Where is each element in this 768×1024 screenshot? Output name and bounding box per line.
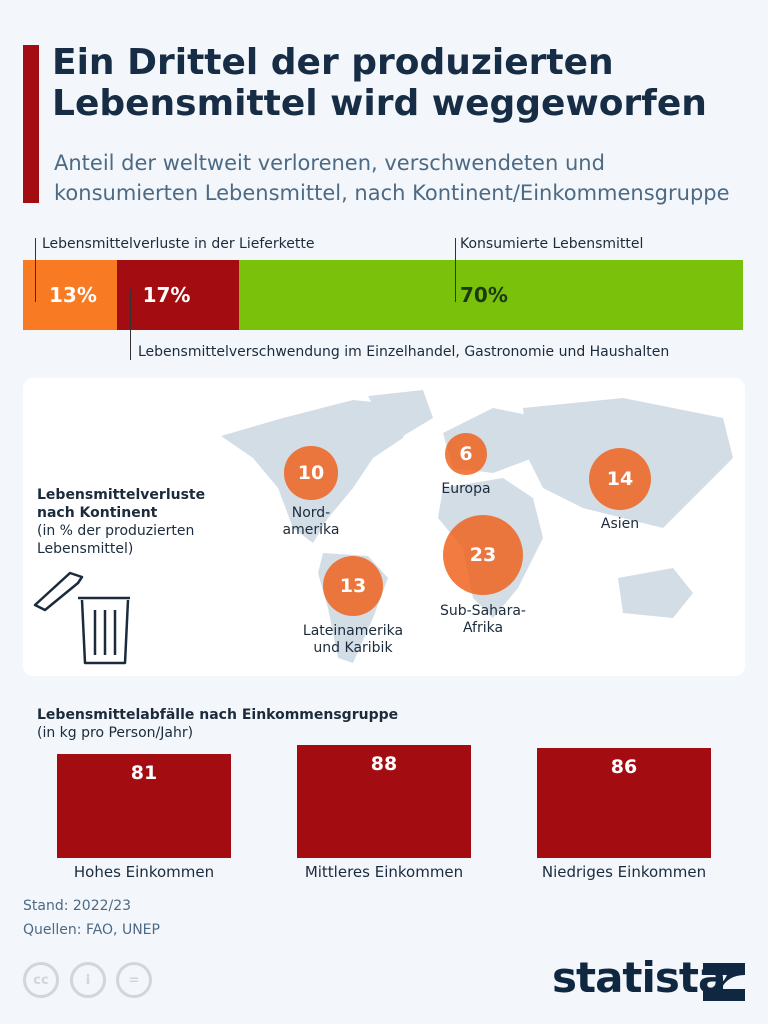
map-greenland (368, 390, 433, 436)
map-subtitle: (in % der produzierten Lebensmittel) (37, 523, 195, 557)
income-section: Lebensmittelabfälle nach Einkommensgrupp… (37, 706, 398, 742)
statista-logo[interactable]: statista (552, 953, 726, 1002)
income-subtitle: (in kg pro Person/Jahr) (37, 725, 194, 741)
bubble-label: Lateinamerika und Karibik (302, 623, 404, 656)
stand-date: Stand: 2022/23 (23, 898, 132, 914)
bubble-label: Sub-Sahara- Afrika (439, 603, 526, 636)
leader-line (35, 238, 36, 302)
bubble-sub-sahara-afrika: 23 (442, 514, 524, 596)
stacked-segment: 13% (23, 260, 117, 330)
income-bar: 88 (297, 745, 471, 858)
title-accent-bar (23, 45, 39, 203)
sources: Quellen: FAO, UNEP (23, 922, 160, 938)
leader-line (455, 238, 456, 302)
bubble-europa: 6 (445, 433, 487, 475)
map-panel (23, 378, 745, 676)
income-bar: 86 (537, 747, 711, 858)
cc-by-icon[interactable]: i (70, 962, 106, 998)
cc-nd-icon[interactable]: = (116, 962, 152, 998)
bubble-label: Europa (441, 481, 491, 497)
cc-icon[interactable]: cc (23, 962, 59, 998)
segment-value-label: 13% (49, 283, 97, 307)
map-title: Lebensmittelverluste nach Kontinent (37, 487, 206, 521)
page-subtitle: Anteil der weltweit verlorenen, verschwe… (54, 151, 730, 205)
bubble-label: Nord- amerika (282, 505, 340, 538)
map-australia (618, 568, 693, 618)
statista-logo-icon (703, 963, 745, 1001)
income-bar-label: Niedriges Einkommen (541, 863, 707, 881)
income-bar-label: Mittleres Einkommen (304, 863, 464, 881)
income-title: Lebensmittelabfälle nach Einkommensgrupp… (37, 707, 399, 723)
bubble-nordamerika: 10 (284, 446, 338, 500)
income-bar-value: 86 (610, 755, 638, 778)
label-supply-chain-loss: Lebensmittelverluste in der Lieferkette (42, 236, 315, 252)
bubble-lateinamerika: 13 (322, 555, 384, 617)
leader-line (130, 290, 131, 360)
segment-value-label: 70% (460, 283, 508, 307)
income-bar-value: 88 (370, 753, 398, 775)
income-bar: 81 (57, 753, 231, 858)
stacked-segment: 17% (116, 260, 239, 330)
page-title: Ein Drittel der produzierten Lebensmitte… (52, 42, 707, 124)
bubble-label: Asien (600, 516, 640, 532)
label-waste: Lebensmittelverschwendung im Einzelhande… (138, 344, 670, 360)
map-legend: Lebensmittelverluste nach Kontinent (in … (37, 486, 237, 558)
income-bar-value: 81 (130, 761, 158, 784)
label-consumed: Konsumierte Lebensmittel (460, 236, 644, 252)
segment-value-label: 17% (142, 283, 191, 307)
trash-can-icon (33, 571, 130, 665)
stacked-segment: 70% (239, 260, 743, 330)
income-bar-label: Hohes Einkommen (73, 863, 215, 881)
bubble-asien: 14 (588, 447, 652, 511)
